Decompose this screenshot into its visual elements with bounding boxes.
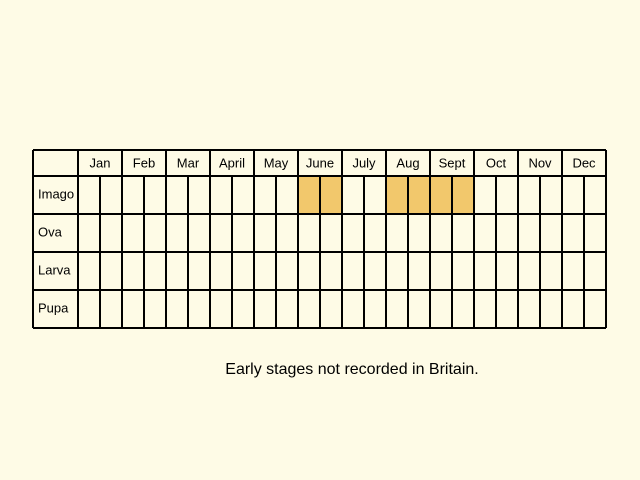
month-label: April	[219, 155, 245, 170]
stage-label: Larva	[38, 262, 71, 277]
flight-cell	[386, 176, 408, 214]
flight-cell	[452, 176, 474, 214]
month-label: Jan	[90, 155, 111, 170]
month-label: June	[306, 155, 334, 170]
month-label: July	[352, 155, 376, 170]
month-label: Oct	[486, 155, 507, 170]
note: Early stages not recorded in Britain.	[225, 361, 478, 378]
month-label: Nov	[528, 155, 552, 170]
flight-cell	[430, 176, 452, 214]
stage-label: Pupa	[38, 300, 69, 315]
month-label: Dec	[572, 155, 596, 170]
month-label: May	[264, 155, 289, 170]
flight-cell	[320, 176, 342, 214]
month-label: Feb	[133, 155, 155, 170]
flight-cell	[298, 176, 320, 214]
flight-cell	[408, 176, 430, 214]
month-label: Mar	[177, 155, 200, 170]
month-label: Aug	[396, 155, 419, 170]
stage-label: Ova	[38, 224, 63, 239]
month-label: Sept	[439, 155, 466, 170]
stage-label: Imago	[38, 186, 74, 201]
